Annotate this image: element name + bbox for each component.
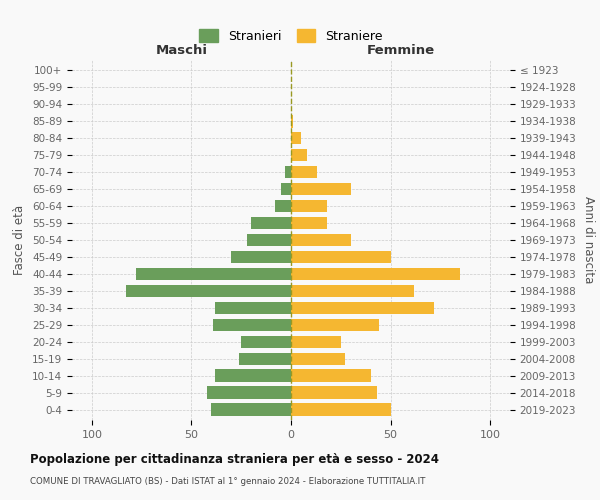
Bar [291,250,391,264]
Bar [214,318,291,332]
Text: Femmine: Femmine [367,44,434,57]
Bar [291,352,345,365]
Bar [291,216,327,230]
Bar [291,318,379,332]
Bar [291,336,341,348]
Bar [291,182,351,196]
Bar [239,352,291,365]
Bar [291,166,317,178]
Bar [281,182,291,196]
Bar [215,302,291,314]
Bar [136,268,291,280]
Bar [251,216,291,230]
Text: Popolazione per cittadinanza straniera per età e sesso - 2024: Popolazione per cittadinanza straniera p… [30,452,439,466]
Bar [285,166,291,178]
Bar [241,336,291,348]
Bar [291,234,351,246]
Bar [291,370,371,382]
Bar [291,200,327,212]
Bar [291,386,377,399]
Bar [126,284,291,298]
Text: Maschi: Maschi [155,44,208,57]
Bar [291,284,415,298]
Bar [215,370,291,382]
Bar [208,386,291,399]
Bar [291,132,301,144]
Bar [291,302,434,314]
Bar [291,268,460,280]
Y-axis label: Anni di nascita: Anni di nascita [582,196,595,284]
Bar [291,148,307,162]
Bar [275,200,291,212]
Bar [291,404,391,416]
Text: COMUNE DI TRAVAGLIATO (BS) - Dati ISTAT al 1° gennaio 2024 - Elaborazione TUTTIT: COMUNE DI TRAVAGLIATO (BS) - Dati ISTAT … [30,478,425,486]
Bar [211,404,291,416]
Bar [291,115,293,128]
Y-axis label: Fasce di età: Fasce di età [13,205,26,275]
Bar [247,234,291,246]
Bar [231,250,291,264]
Legend: Stranieri, Straniere: Stranieri, Straniere [193,23,389,49]
